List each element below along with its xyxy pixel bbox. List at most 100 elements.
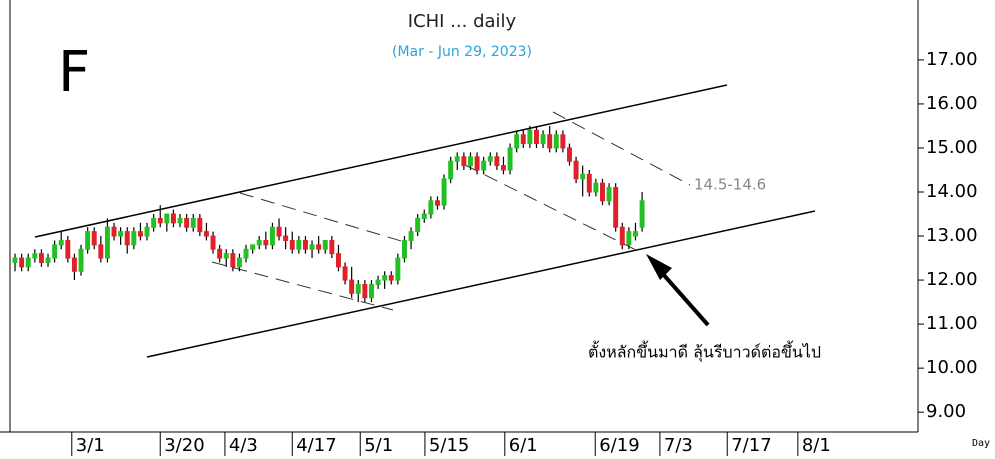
candle-body [362,283,368,299]
candle-body [619,226,625,246]
candle-body [613,187,619,228]
candle-body [428,200,434,215]
candle-body [256,239,262,246]
lower-trendline [146,210,816,358]
candle-body [276,226,282,237]
candle-body [71,257,77,272]
candle-body [197,217,203,233]
candle-body [494,156,500,167]
candle-body [547,134,553,149]
candle-body [633,231,638,237]
candle-body [448,160,454,180]
candle-body [65,239,71,259]
candle-body [474,156,480,171]
dashed-lines [211,111,691,311]
x-tick-label: 6/1 [509,435,538,456]
candle-body [250,244,256,250]
candle-body [626,231,632,246]
x-axis-label: Day [972,438,990,449]
candle-body [467,156,473,167]
candle-body [434,200,440,206]
candle-body [342,266,348,281]
candle-body [600,182,605,202]
x-tick-label: 4/17 [296,435,336,456]
candle-body [170,213,176,224]
y-tick-label: 15.00 [926,137,978,158]
dashed-line [211,261,394,311]
candle-body [553,134,559,149]
candle-body [243,248,249,259]
candle-body [19,257,25,268]
candle-body [177,217,183,224]
candle-body [441,178,447,206]
note-annotation: ตั้งหลักขึ้นมาดี ลุ้นรีบาวด์ต่อขึ้นไป [588,341,821,363]
candle-body [355,283,361,294]
y-tick-label: 9.00 [926,401,966,422]
candle-body [269,226,275,246]
candle-body [415,217,421,233]
candle-body [98,244,104,259]
candle-body [263,239,269,246]
candle-body [566,147,572,162]
candle-body [316,244,322,250]
chart-title: ICHI ... daily [408,11,517,32]
candle-body [25,257,31,268]
candle-body [454,156,460,162]
x-tick-label: 4/3 [229,435,258,456]
candle-body [296,239,302,250]
candle-body [45,257,51,263]
y-tick-label: 14.00 [926,181,978,202]
y-tick-label: 10.00 [926,357,978,378]
candle-body [85,231,91,250]
y-tick-label: 11.00 [926,313,978,334]
candle-body [540,134,546,145]
x-tick-label: 3/20 [164,435,204,456]
candle-body [593,182,599,193]
candle-body [210,235,216,250]
candle-body [335,253,341,268]
candle-body [388,275,394,281]
candle-body [230,253,236,268]
candle-body [203,231,209,237]
candle-body [157,217,163,224]
x-tick-label: 7/3 [664,435,693,456]
candle-body [78,248,84,272]
candle-body [131,231,137,246]
dashed-line [464,164,641,253]
x-tick-label: 5/15 [429,435,469,456]
candle-body [164,213,170,224]
candle-body [481,160,487,171]
dashed-line [239,192,409,244]
candle-body [375,279,381,285]
upper-trendline [34,84,728,238]
candle-body [461,156,467,167]
chart-subtitle: (Mar - Jun 29, 2023) [392,44,532,60]
candle-body [32,253,38,259]
candle-body [580,173,586,180]
candle-body [368,283,374,299]
y-tick-label: 17.00 [926,49,978,70]
candle-body [236,257,242,268]
candle-body [151,217,157,228]
candle-body [118,231,124,237]
y-tick-label: 16.00 [926,93,978,114]
candle-body [382,275,388,281]
candle-body [124,231,130,246]
candle-body [520,134,526,145]
candle-body [217,248,223,259]
candle-body [421,213,427,219]
candle-body [606,187,612,202]
candle-body [144,226,150,237]
candle-body [401,239,407,259]
candle-body [190,217,196,228]
candle-body [560,134,566,149]
y-tick-label: 13.00 [926,225,978,246]
candle-body [104,226,110,259]
symbol-label: F [58,40,90,105]
candle-body [137,231,143,237]
candle-body [329,239,335,255]
candle-body [527,129,533,145]
candle-body [487,156,493,162]
